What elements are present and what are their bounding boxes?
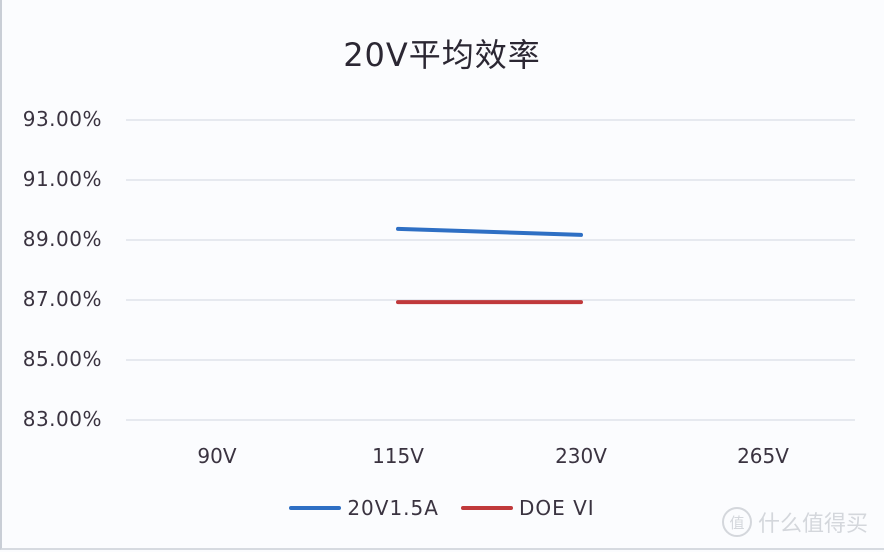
y-tick-label: 91.00% (22, 167, 102, 191)
y-tick-label: 89.00% (22, 227, 102, 251)
legend-item-doe-vi[interactable]: DOE VI (460, 496, 595, 520)
legend-label: 20V1.5A (347, 496, 439, 520)
x-tick-label: 115V (372, 444, 424, 468)
y-tick-label: 83.00% (22, 407, 102, 431)
y-tick-label: 93.00% (22, 107, 102, 131)
legend-swatch-blue (289, 506, 342, 510)
x-tick-label: 90V (197, 444, 237, 468)
gridlines (126, 119, 855, 421)
watermark: 值 什么值得买 (721, 506, 868, 538)
chart-title: 20V平均效率 (343, 36, 541, 74)
y-tick-label: 87.00% (22, 287, 102, 311)
series-line-20v1-5a (396, 226, 583, 237)
watermark-text: 什么值得买 (757, 512, 868, 537)
legend-label: DOE VI (518, 496, 595, 520)
x-tick-label: 265V (737, 444, 789, 468)
legend-swatch-red (460, 506, 513, 510)
x-tick-label: 230V (555, 444, 607, 468)
legend-item-20v1-5a[interactable]: 20V1.5A (289, 496, 439, 520)
y-tick-label: 85.00% (22, 347, 102, 371)
watermark-logo-icon: 值 (721, 507, 752, 537)
legend: 20V1.5A DOE VI (0, 496, 884, 520)
